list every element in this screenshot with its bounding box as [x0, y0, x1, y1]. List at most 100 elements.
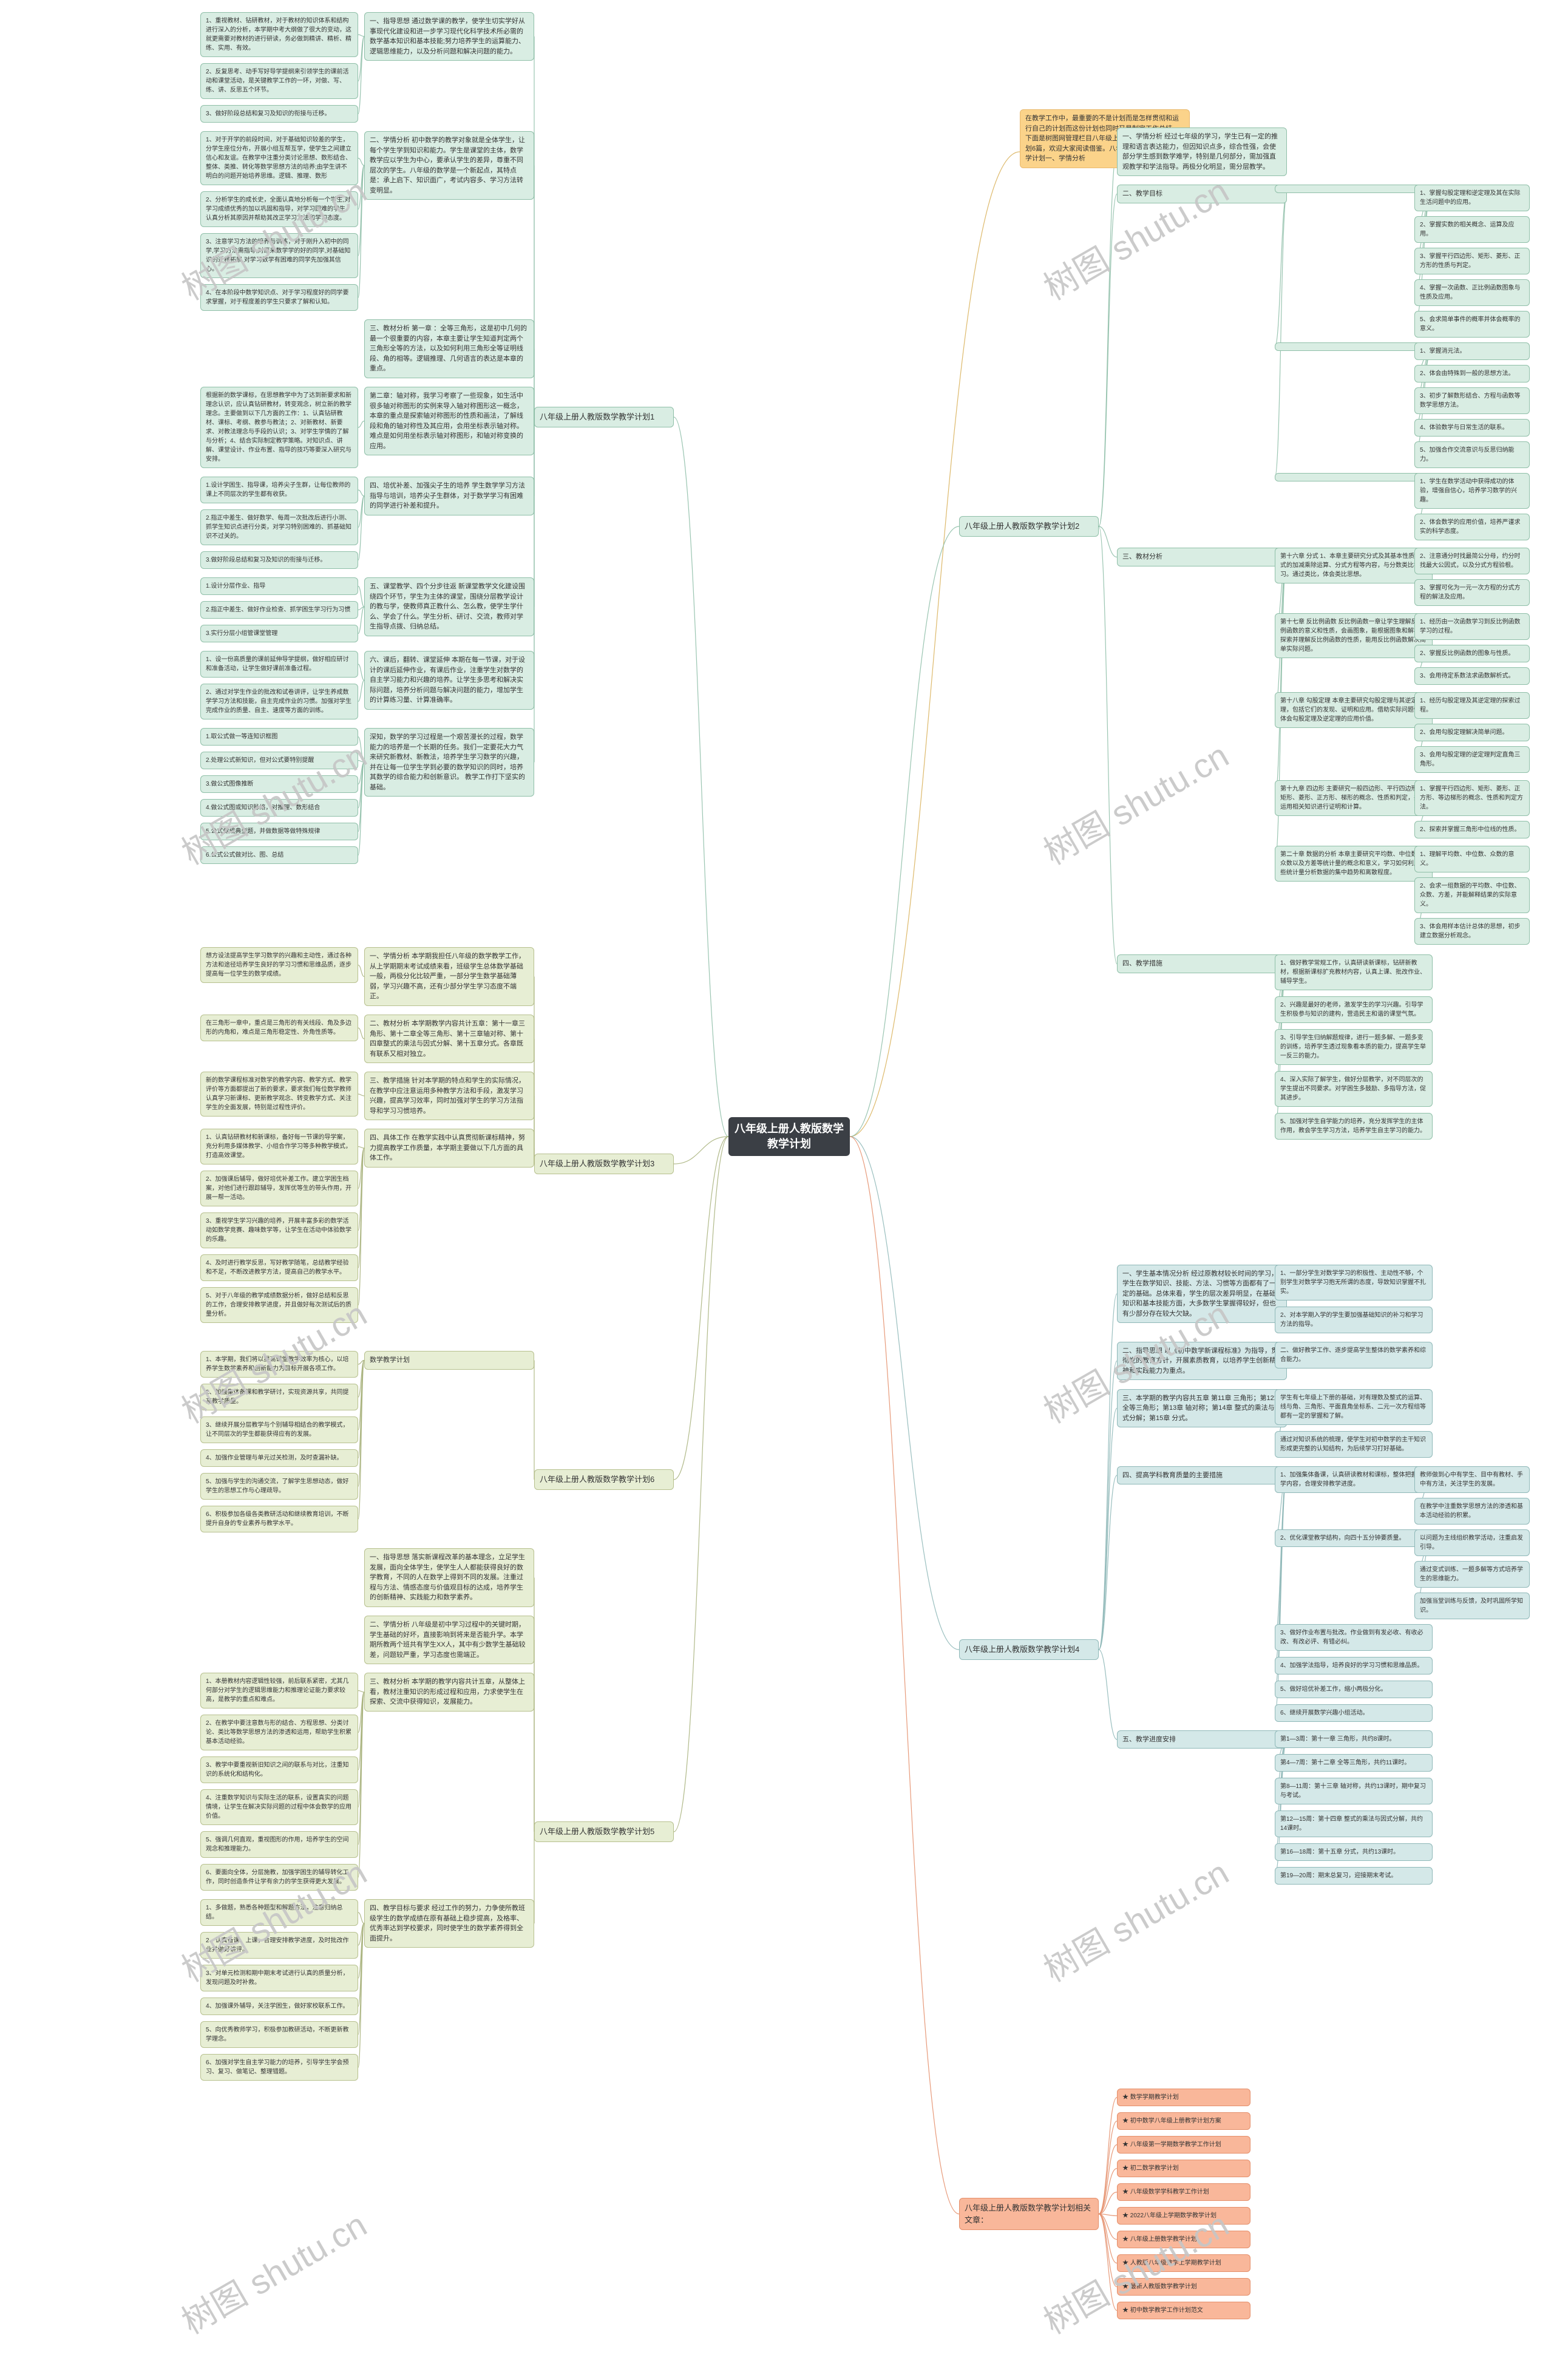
- section-title: 八年级上册人教版数学教学计划3: [534, 1154, 674, 1174]
- detail-leaf: 3、教学中要重视新旧知识之间的联系与对比，注重知识的系统化和结构化。: [200, 1756, 358, 1783]
- section-item: 三、教材分析 本学期的教学内容共计五章，从整体上看，教材注重知识的形成过程和应用…: [364, 1673, 534, 1712]
- detail-leaf: 3、对单元检测和期中期末考试进行认真的质量分析，发现问题及时补救。: [200, 1965, 358, 1991]
- section-item: 四、提高学科教育质量的主要措施: [1117, 1466, 1287, 1485]
- chapter-subleaf: 3、会用待定系数法求函数解析式。: [1414, 667, 1530, 685]
- detail-subleaf: 2、体会由特殊到一般的思想方法。: [1414, 365, 1530, 382]
- detail-subleaf: 加强当堂训练与反馈，及时巩固所学知识。: [1414, 1593, 1530, 1619]
- chapter-leaf: 第十七章 反比例函数 反比例函数一章让学生理解反比例函数的意义和性质，会画图象，…: [1275, 613, 1433, 658]
- section-title: 八年级上册人教版数学教学计划6: [534, 1469, 674, 1490]
- detail-subleaf: 1、学生在数学活动中获得成功的体验，增强自信心，培养学习数学的兴趣。: [1414, 473, 1530, 509]
- detail-leaf: 2、分析学生的成长史，全面认真地分析每一个学生,对学习成绩优秀的加以巩固和指导，…: [200, 191, 358, 227]
- section-item: 三、教材分析: [1117, 548, 1287, 566]
- detail-leaf: 6、继续开展数学兴趣小组活动。: [1275, 1704, 1433, 1722]
- section-item: 三、教材分析 第一章 ：全等三角形，这是初中几何的最一个很重要的内容，本章主要让…: [364, 319, 534, 378]
- section-item: 五、教学进度安排: [1117, 1730, 1287, 1749]
- section-item: 深知，数学的学习过程是一个艰苦漫长的过程，数学能力的培养是一个长期的任务。我们一…: [364, 728, 534, 797]
- detail-leaf: 3、做好作业布置与批改。作业做到有发必收、有收必改、有改必评、有错必纠。: [1275, 1624, 1433, 1651]
- detail-leaf: [1275, 473, 1433, 481]
- section-item: 二、指导思想 以《初中数学新课程标准》为指导，贯彻党的教育方针，开展素质教育，以…: [1117, 1342, 1287, 1381]
- detail-leaf: 3.做公式图像推断: [200, 775, 358, 793]
- detail-leaf: 3.实行分层小组管课堂管理: [200, 625, 358, 642]
- section-item: 二、学情分析 初中数学的教学对象就是全体学生，让每个学生学到知识和能力。学生是课…: [364, 131, 534, 200]
- detail-leaf: 通过对知识系统的梳理，使学生对初中数学的主干知识形成更完整的认知结构，为后续学习…: [1275, 1431, 1433, 1458]
- detail-leaf: 第1—3周：第十一章 三角形，共约8课时。: [1275, 1730, 1433, 1748]
- detail-subleaf: 2、体会数学的应用价值，培养严谨求实的科学态度。: [1414, 514, 1530, 540]
- chapter-leaf: 第十八章 勾股定理 本章主要研究勾股定理与其逆定理，包括它们的发现、证明和应用。…: [1275, 692, 1433, 728]
- section-title: 八年级上册人教版数学教学计划4: [959, 1639, 1099, 1660]
- detail-leaf: 2.处理公式新知识，但对公式要特别提醒: [200, 752, 358, 769]
- detail-leaf: 2、优化课堂教学结构，向四十五分钟要质量。: [1275, 1529, 1433, 1547]
- chapter-subleaf: 1、理解平均数、中位数、众数的意义。: [1414, 846, 1530, 872]
- related-link: ★ 初中数学教学工作计划范文: [1117, 2302, 1250, 2319]
- detail-leaf: 2、加强集体备课和教学研讨，实现资源共享，共同提高教学质量。: [200, 1384, 358, 1410]
- section-title: 八年级上册人教版数学教学计划5: [534, 1821, 674, 1842]
- chapter-subleaf: 2、探索并掌握三角形中位线的性质。: [1414, 821, 1530, 838]
- section-item: 二、教学目标: [1117, 185, 1287, 203]
- detail-leaf: 5、做好培优补差工作，缩小两极分化。: [1275, 1681, 1433, 1698]
- detail-subleaf: 5、会求简单事件的概率并体会概率的意义。: [1414, 311, 1530, 338]
- detail-leaf: 4、加强学法指导，培养良好的学习习惯和思维品质。: [1275, 1657, 1433, 1674]
- section-title: 八年级上册人教版数学教学计划相关文章：: [959, 2198, 1099, 2230]
- detail-leaf: 4、加强课外辅导，关注学困生，做好家校联系工作。: [200, 1997, 358, 2015]
- detail-leaf: 1.设计学困生、指导课，培养尖子生群，让每位教师的课上不同层次的学生都有收获。: [200, 477, 358, 503]
- detail-leaf: 3.做好阶段总结和复习及知识的衔接与迁移。: [200, 551, 358, 569]
- detail-leaf: 1.设计分层作业、指导: [200, 577, 358, 595]
- detail-leaf: 2、通过对学生作业的批改和试卷讲评，让学生养成数学学习方法和技能，自主完成作业的…: [200, 684, 358, 719]
- related-link: ★ 八年级上册数学教学计划: [1117, 2231, 1250, 2248]
- detail-leaf: 5、对于八年级的教学成绩数据分析，做好总结和反思的工作，合理安排教学进度，并且做…: [200, 1287, 358, 1323]
- chapter-subleaf: 3、体会用样本估计总体的思想，初步建立数据分析观念。: [1414, 918, 1530, 945]
- detail-leaf: 1、重视教材、钻研教材，对于教材的知识体系和结构进行深入的分析，本学期中考大纲做…: [200, 12, 358, 57]
- detail-leaf: 第8—11周：第十三章 轴对称，共约13课时，期中复习与考试。: [1275, 1778, 1433, 1804]
- detail-leaf: 4、加强作业管理与单元过关检测，及时查漏补缺。: [200, 1449, 358, 1467]
- detail-leaf: 4、及时进行教学反思，写好教学随笔，总结教学经验和不足，不断改进教学方法，提高自…: [200, 1254, 358, 1281]
- detail-subleaf: 3、初步了解数形结合、方程与函数等数学思想方法。: [1414, 387, 1530, 414]
- detail-leaf: 1、本册教材内容逻辑性较强，前后联系紧密，尤其几何部分对学生的逻辑思维能力和推理…: [200, 1673, 358, 1708]
- chapter-leaf: 第二十章 数据的分析 本章主要研究平均数、中位数、众数以及方差等统计量的概念和意…: [1275, 846, 1433, 882]
- detail-leaf: 第4—7周：第十二章 全等三角形，共约11课时。: [1275, 1754, 1433, 1772]
- chapter-leaf: 第十九章 四边形 主要研究一般四边形、平行四边形、矩形、菱形、正方形、梯形的概念…: [1275, 780, 1433, 816]
- detail-leaf: 在三角形一章中，重点是三角形的有关线段、角及多边形的内角和，难点是三角形稳定性、…: [200, 1015, 358, 1041]
- detail-subleaf: 5、加强合作交流意识与反思归纳能力。: [1414, 441, 1530, 468]
- detail-leaf: 2、对本学期入学的学生要加强基础知识的补习和学习方法的指导。: [1275, 1307, 1433, 1333]
- chapter-leaf: 第十六章 分式 1、本章主要研究分式及其基本性质、分式的加减乘除运算、分式方程等…: [1275, 548, 1433, 583]
- detail-subleaf: 通过变式训练、一题多解等方式培养学生的思维能力。: [1414, 1561, 1530, 1588]
- detail-leaf: 3、重视学生学习兴趣的培养，开展丰富多彩的数学活动如数学竞赛、趣味数学等，让学生…: [200, 1212, 358, 1248]
- detail-leaf: 第16—18周：第十五章 分式，共约13课时。: [1275, 1843, 1433, 1861]
- chapter-subleaf: 3、掌握可化为一元一次方程的分式方程的解法及应用。: [1414, 579, 1530, 606]
- section-item: 四、教学措施: [1117, 954, 1287, 973]
- related-link: ★ 最新人教版数学教学计划: [1117, 2278, 1250, 2296]
- detail-leaf: 根据新的数学课标，在思想教学中为了达到新要求和新理念认识，应认真钻研教材，转变观…: [200, 387, 358, 468]
- detail-leaf: [1275, 342, 1433, 351]
- section-title: 八年级上册人教版数学教学计划2: [959, 516, 1099, 537]
- detail-leaf: 1、认真钻研教材和新课标，备好每一节课的导学案，充分利用多媒体教学、小组合作学习…: [200, 1129, 358, 1164]
- detail-leaf: 二、做好教学工作、逐步提高学生整体的数学素养和综合能力。: [1275, 1342, 1433, 1368]
- section-item: 二、教材分析 本学期教学内容共计五章：第十一章三角形、第十二章全等三角形、第十三…: [364, 1015, 534, 1063]
- detail-subleaf: 教师做到心中有学生、目中有教材、手中有方法，关注学生的发展。: [1414, 1466, 1530, 1493]
- section-item: 四、培优补差、加强尖子生的培养 学生数学学习方法指导与培训，培养尖子生群体，对于…: [364, 477, 534, 515]
- related-link: ★ 初中数学八年级上册教学计划方案: [1117, 2112, 1250, 2130]
- detail-subleaf: 在教学中注重数学思想方法的渗透和基本活动经验的积累。: [1414, 1498, 1530, 1525]
- detail-subleaf: 以问题为主线组织教学活动，注重启发引导。: [1414, 1529, 1530, 1556]
- section-item: 一、学生基本情况分析 经过原教材较长时间的学习，学生在数学知识、技能、方法、习惯…: [1117, 1265, 1287, 1324]
- detail-leaf: 2、兴趣是最好的老师，激发学生的学习兴趣。引导学生积极参与知识的建构，营造民主和…: [1275, 996, 1433, 1023]
- detail-leaf: 6、加强对学生自主学习能力的培养，引导学生学会预习、复习、做笔记、整理错题。: [200, 2054, 358, 2081]
- detail-leaf: 2、反复思考、动手写好导学提纲来引领学生的课前活动和课堂活动，是关键教学工作的一…: [200, 63, 358, 99]
- detail-leaf: 4.做公式图或知识脉络，对推理、数形结合: [200, 799, 358, 817]
- detail-leaf: 2.指正中差生、做好作业检查、抓学困生学习行为习惯: [200, 601, 358, 619]
- chapter-subleaf: 1、经历勾股定理及其逆定理的探索过程。: [1414, 692, 1530, 719]
- detail-leaf: 1、本学期，我们将以提高课堂教学效率为核心，以培养学生数学素养和创新能力为目标开…: [200, 1351, 358, 1378]
- chapter-subleaf: 2、会求一组数据的平均数、中位数、众数、方差，并能解释结果的实际意义。: [1414, 877, 1530, 913]
- detail-leaf: 2、在教学中要注意数与形的结合、方程思想、分类讨论、类比等数学思想方法的渗透和运…: [200, 1715, 358, 1750]
- detail-leaf: 1、一部分学生对数学学习的积极性、主动性不够，个别学生对数学学习抱无所谓的态度，…: [1275, 1265, 1433, 1300]
- chapter-subleaf: 1、掌握平行四边形、矩形、菱形、正方形、等边梯形的概念、性质和判定方法。: [1414, 780, 1530, 816]
- detail-leaf: 6、积极参加各级各类教研活动和继续教育培训，不断提升自身的专业素养与教学水平。: [200, 1506, 358, 1532]
- detail-leaf: 1、加强集体备课，认真研读教材和课标，整体把握教学内容，合理安排教学进度。: [1275, 1466, 1433, 1493]
- detail-leaf: 5.公式做成典型题，并做数据等做特殊规律: [200, 823, 358, 840]
- section-item: 三、教学措施 针对本学期的特点和学生的实际情况，在教学中应注意运用多种教学方法和…: [364, 1072, 534, 1120]
- detail-leaf: 1.取公式做一等连知识框图: [200, 728, 358, 746]
- center-topic: 八年级上册人教版数学教学计划: [728, 1117, 850, 1156]
- related-link: ★ 八年级数学学科教学工作计划: [1117, 2183, 1250, 2201]
- detail-leaf: 学生有七年级上下册的基础，对有理数及整式的运算、线与角、三角形、平面直角坐标系、…: [1275, 1389, 1433, 1425]
- section-item: 四、教学目标与要求 经过工作的努力，力争使所教班级学生的数学成绩在原有基础上稳步…: [364, 1899, 534, 1948]
- related-link: ★ 2022八年级上学期数学教学计划: [1117, 2207, 1250, 2225]
